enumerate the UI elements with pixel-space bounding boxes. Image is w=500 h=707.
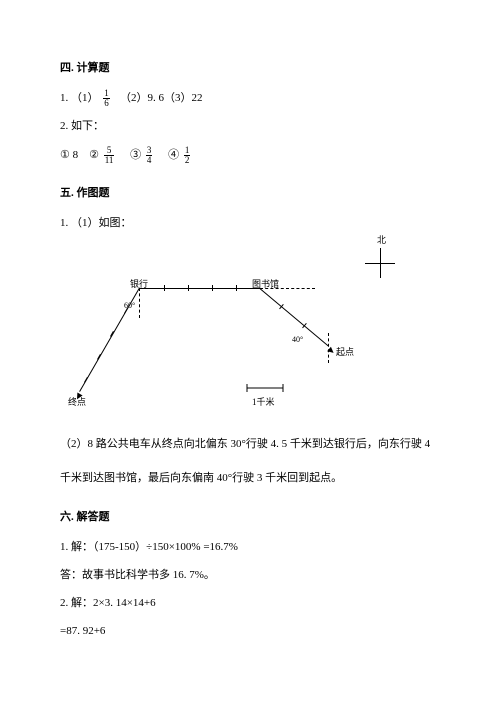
tick bbox=[164, 285, 165, 291]
tick bbox=[212, 285, 213, 291]
frac-d: 2 bbox=[184, 156, 191, 165]
s4-q1-rest: （2）9. 6（3）22 bbox=[115, 92, 203, 104]
frac-1-6: 1 6 bbox=[103, 89, 110, 108]
route-diagram: 北 银行 图书馆 起点 终点 60° 40° 1千米 bbox=[60, 243, 420, 418]
angle60-label: 60° bbox=[124, 297, 135, 315]
s6-l4: =87. 92+6 bbox=[60, 619, 440, 643]
frac-5-11: 5 11 bbox=[104, 146, 115, 165]
s5-q2a: （2）8 路公共电车从终点向北偏东 30°行驶 4. 5 千米到达银行后，向东行… bbox=[60, 432, 440, 456]
north-label: 北 bbox=[377, 231, 386, 251]
s6-l3: 2. 解：2×3. 14×14+6 bbox=[60, 591, 440, 615]
tick bbox=[188, 285, 189, 291]
s6-l2: 答：故事书比科学书多 16. 7%。 bbox=[60, 563, 440, 587]
bank-label: 银行 bbox=[130, 275, 148, 295]
frac-d: 11 bbox=[104, 156, 115, 165]
s4-list-pre: ① 8 ② bbox=[60, 149, 102, 161]
seg-bank-library bbox=[140, 288, 260, 289]
section6-title: 六. 解答题 bbox=[60, 505, 440, 529]
section5-title: 五. 作图题 bbox=[60, 181, 440, 205]
s4-list-mid1: ③ bbox=[119, 149, 144, 161]
frac-d: 6 bbox=[103, 99, 110, 108]
tick bbox=[236, 285, 237, 291]
section4-title: 四. 计算题 bbox=[60, 56, 440, 80]
frac-3-4: 3 4 bbox=[146, 146, 153, 165]
s6-l1: 1. 解：（175-150）÷150×100% =16.7% bbox=[60, 535, 440, 559]
frac-d: 4 bbox=[146, 156, 153, 165]
s4-q1-pre: 1. （1） bbox=[60, 92, 99, 104]
start-label: 起点 bbox=[336, 343, 354, 363]
s4-q2: 2. 如下： bbox=[60, 114, 440, 138]
s5-q2b: 千米到达图书馆，最后向东偏南 40°行驶 3 千米回到起点。 bbox=[60, 466, 440, 490]
s4-q1: 1. （1） 1 6 （2）9. 6（3）22 bbox=[60, 86, 440, 110]
scale-label: 1千米 bbox=[252, 393, 275, 413]
library-label: 图书馆 bbox=[252, 275, 279, 295]
s4-list: ① 8 ② 5 11 ③ 3 4 ④ 1 2 bbox=[60, 143, 440, 167]
end-label: 终点 bbox=[68, 393, 86, 413]
angle40-label: 40° bbox=[292, 331, 303, 349]
frac-1-2: 1 2 bbox=[184, 146, 191, 165]
s4-list-mid2: ④ bbox=[157, 149, 182, 161]
scale-bar bbox=[245, 383, 285, 393]
tick bbox=[84, 377, 88, 383]
